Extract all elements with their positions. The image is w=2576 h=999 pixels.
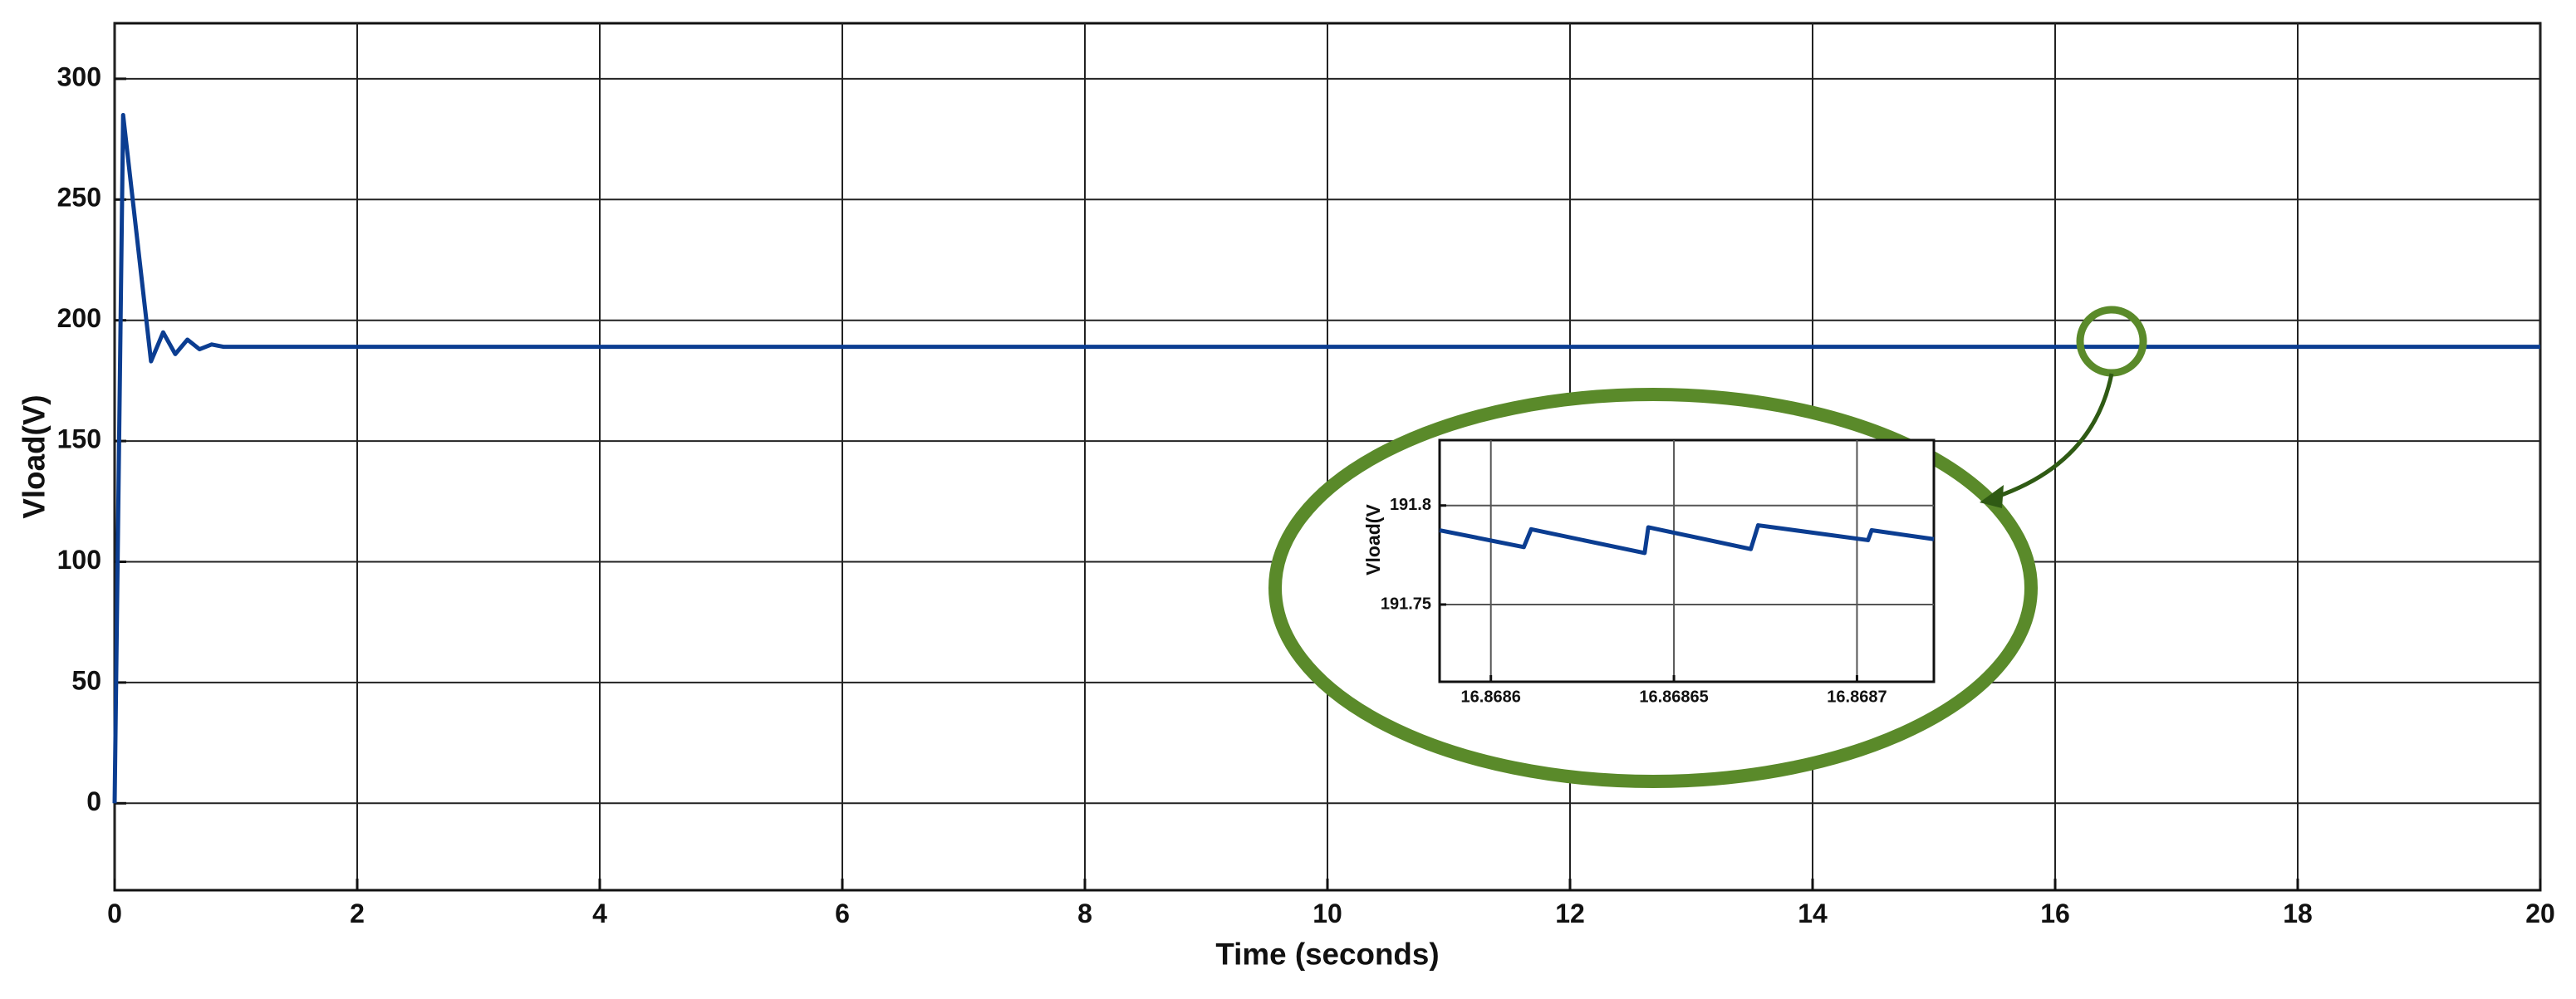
y-tick-label: 200	[57, 303, 101, 333]
data-line	[1439, 523, 1935, 556]
x-tick-label: 16.8687	[1827, 688, 1887, 706]
y-tick-label: 150	[57, 424, 101, 454]
x-tick-label: 8	[1077, 899, 1092, 928]
plot-area	[1438, 438, 1936, 683]
zoom-circle	[2076, 306, 2147, 377]
inset-plot: 16.8686 16.86865 16.8687 191.75 191.8 Vload(V	[1362, 438, 1936, 706]
y-axis-label: Vload(V)	[17, 394, 52, 518]
y-tick-label: 100	[57, 545, 101, 575]
x-tick-label: 12	[1555, 899, 1585, 928]
x-tick-label: 16.8686	[1461, 688, 1521, 706]
y-tick-label: 0	[86, 786, 101, 816]
x-tick-label: 10	[1313, 899, 1342, 928]
x-tick-label: 14	[1798, 899, 1828, 928]
x-tick-label: 2	[350, 899, 365, 928]
y-tick-label: 191.8	[1390, 496, 1431, 514]
zoom-arrow	[1991, 373, 2114, 501]
y-axis-label: Vload(V	[1362, 504, 1384, 575]
y-tick-label: 191.75	[1381, 595, 1431, 613]
x-tick-label: 6	[835, 899, 850, 928]
x-tick-label: 18	[2283, 899, 2313, 928]
main-plot: 0 2 4 6 8 10 12 14 16 18 20050100150200250300Time …	[17, 22, 2555, 972]
data-line	[112, 113, 2540, 804]
x-tick-label: 20	[2525, 899, 2555, 928]
y-tick-label: 250	[57, 183, 101, 213]
y-tick-label: 50	[71, 665, 101, 695]
x-tick-label: 4	[592, 899, 607, 928]
x-tick-label: 16	[2040, 899, 2070, 928]
x-axis-label: Time (seconds)	[1215, 938, 1439, 972]
x-tick-label: 0	[107, 899, 122, 928]
y-tick-label: 300	[57, 61, 101, 91]
x-tick-label: 16.86865	[1639, 688, 1708, 706]
arrow-head	[1980, 485, 2004, 508]
